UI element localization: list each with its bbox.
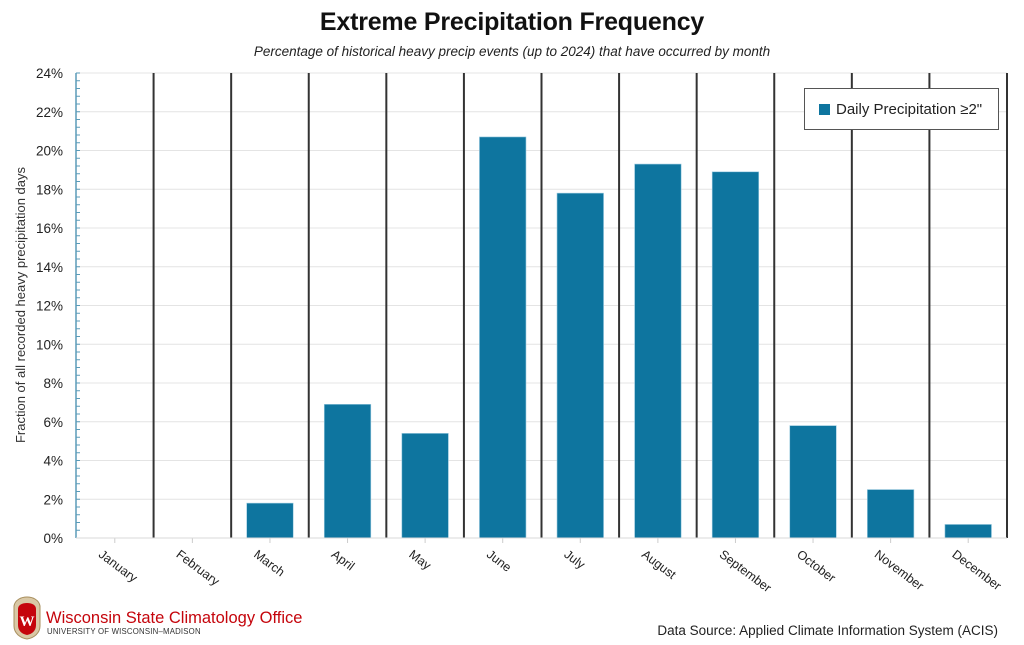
legend-label: Daily Precipitation ≥2" bbox=[836, 100, 983, 118]
bar-august bbox=[634, 163, 682, 539]
bar-december bbox=[944, 524, 992, 539]
bars bbox=[246, 136, 992, 539]
x-tick-label: September bbox=[717, 547, 774, 595]
y-tick-label: 12% bbox=[36, 299, 63, 314]
y-tick-label: 2% bbox=[43, 492, 63, 507]
y-tick-label: 4% bbox=[43, 454, 63, 469]
bar-chart: 0% 2% 4% 6% 8% 10% 12% 14% 16% 18% 20% 22% 24% Janua… bbox=[13, 66, 1008, 595]
y-tick-label: 20% bbox=[36, 144, 63, 159]
y-tick-label: 0% bbox=[43, 531, 63, 546]
x-tick-label: March bbox=[251, 547, 287, 579]
legend: Daily Precipitation ≥2" bbox=[804, 88, 999, 130]
bar-june bbox=[479, 136, 527, 539]
y-tick-label: 6% bbox=[43, 415, 63, 430]
org-name: Wisconsin State Climatology Office bbox=[46, 609, 303, 627]
x-tick-label: April bbox=[329, 547, 357, 573]
x-tick-label: November bbox=[872, 547, 926, 593]
uw-crest-logo: W bbox=[13, 596, 41, 640]
month-dividers bbox=[152, 73, 1008, 538]
y-tick-label: 10% bbox=[36, 337, 63, 352]
y-tick-label: 14% bbox=[36, 260, 63, 275]
x-tick-label: January bbox=[96, 547, 141, 585]
legend-swatch bbox=[819, 103, 830, 115]
x-tick-label: October bbox=[794, 547, 838, 585]
x-tick-label: May bbox=[406, 547, 434, 573]
bar-march bbox=[246, 502, 294, 539]
y-axis-label: Fraction of all recorded heavy precipita… bbox=[13, 166, 28, 443]
bar-july bbox=[556, 192, 604, 539]
bar-october bbox=[789, 425, 837, 539]
bar-november bbox=[867, 489, 915, 539]
x-tick-label: July bbox=[561, 547, 588, 572]
org-subtitle: UNIVERSITY OF WISCONSIN–MADISON bbox=[47, 627, 201, 636]
y-tick-label: 16% bbox=[36, 221, 63, 236]
data-source: Data Source: Applied Climate Information… bbox=[657, 623, 998, 638]
y-tick-label: 8% bbox=[43, 376, 63, 391]
x-tick-label: June bbox=[484, 547, 514, 575]
chart-subtitle: Percentage of historical heavy precip ev… bbox=[253, 44, 771, 59]
y-tick-label: 22% bbox=[36, 105, 63, 120]
y-tick-label: 24% bbox=[36, 66, 63, 81]
logo-letter: W bbox=[20, 614, 35, 630]
x-axis-labels: January February March April May June July Augu… bbox=[96, 547, 1004, 595]
x-tick-label: February bbox=[174, 547, 223, 589]
x-tick-label: August bbox=[639, 547, 679, 582]
bar-april bbox=[323, 404, 372, 539]
bar-september bbox=[711, 171, 760, 539]
y-tick-label: 18% bbox=[36, 182, 63, 197]
y-axis: 0% 2% 4% 6% 8% 10% 12% 14% 16% 18% 20% 22% 24% bbox=[36, 66, 1007, 546]
chart-title: Extreme Precipitation Frequency bbox=[319, 8, 705, 36]
x-tick-label: December bbox=[949, 547, 1003, 593]
bar-may bbox=[401, 433, 449, 539]
